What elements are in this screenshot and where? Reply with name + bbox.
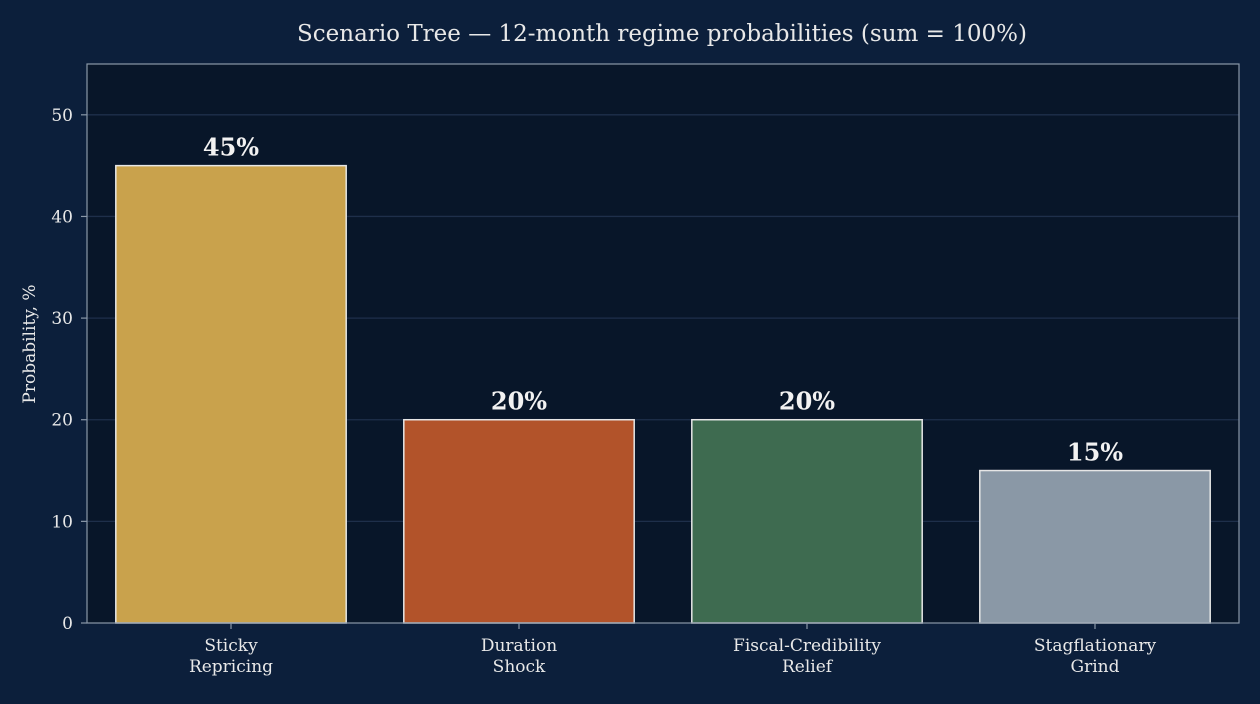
bar-value-label: 20% [779,387,835,416]
y-axis-label: Probability, % [20,284,40,403]
x-axis-ticks: Sticky Repricing Duration Shock Fiscal-Credi… [189,623,1157,677]
bar [979,469,1211,624]
x-tick-label: Fiscal-Credibility Relief [733,636,881,677]
bar [403,418,635,624]
x-tick-label: Duration Shock [481,636,557,677]
bar-value-label: 15% [1067,438,1123,467]
x-tick-label: Sticky Repricing [189,636,273,677]
y-tick-label: 40 [51,207,73,227]
y-tick-label: 0 [62,614,73,634]
plot-frame [86,63,1240,624]
y-tick-label: 50 [51,106,73,126]
bars [115,164,1211,624]
y-tick-label: 10 [51,512,73,532]
chart-title: Scenario Tree — 12-month regime probabil… [297,21,1027,47]
y-axis-ticks: 0 10 20 30 40 50 [51,106,87,634]
y-tick-label: 20 [51,411,73,431]
bar [691,418,923,624]
value-labels: 45% 20% 20% 15% [203,133,1123,467]
bar-value-label: 20% [491,387,547,416]
x-tick-label: Stagflationary Grind [1034,636,1157,677]
bar-value-label: 45% [203,133,259,162]
bar [115,164,347,624]
y-tick-label: 30 [51,309,73,329]
